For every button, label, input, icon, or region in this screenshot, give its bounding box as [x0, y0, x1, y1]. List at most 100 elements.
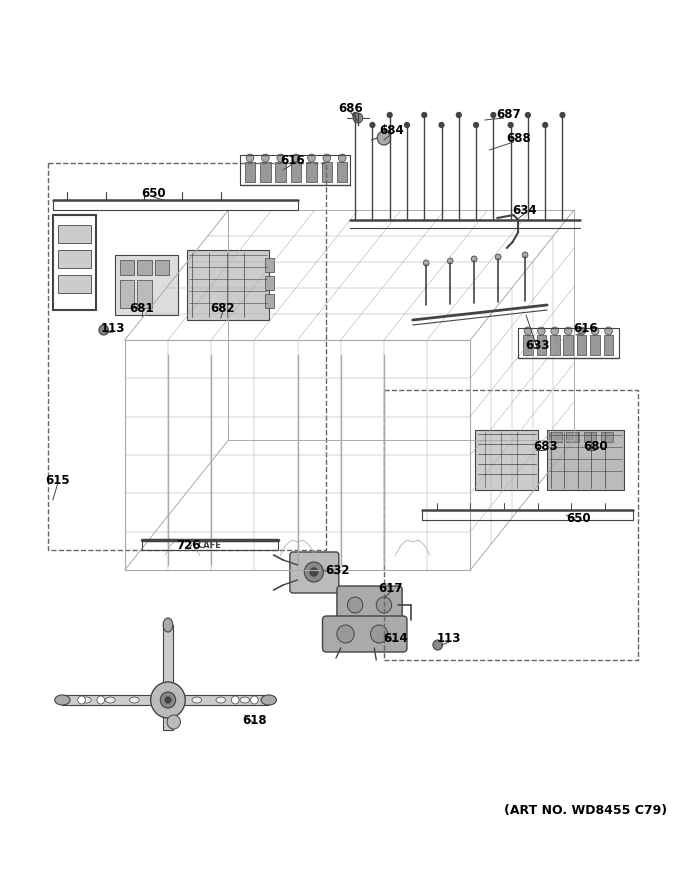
Polygon shape	[564, 335, 573, 355]
Circle shape	[456, 113, 461, 118]
Text: 726: 726	[176, 539, 201, 552]
Circle shape	[151, 682, 185, 718]
Text: 616: 616	[573, 321, 598, 334]
Circle shape	[307, 154, 316, 162]
Circle shape	[353, 113, 363, 123]
Ellipse shape	[192, 697, 201, 703]
Circle shape	[447, 258, 453, 264]
Text: 684: 684	[379, 123, 404, 136]
Text: 687: 687	[496, 107, 521, 121]
Circle shape	[165, 697, 171, 703]
Circle shape	[491, 113, 496, 118]
Text: 688: 688	[506, 131, 530, 144]
Text: 615: 615	[46, 473, 70, 487]
Circle shape	[423, 260, 429, 266]
Text: CAFÉ: CAFÉ	[197, 540, 221, 549]
Text: 680: 680	[583, 439, 607, 452]
Text: 683: 683	[533, 439, 558, 452]
FancyBboxPatch shape	[322, 616, 407, 652]
Polygon shape	[245, 162, 255, 182]
Circle shape	[292, 154, 300, 162]
Text: 650: 650	[566, 511, 591, 524]
Polygon shape	[63, 695, 269, 705]
Circle shape	[524, 327, 532, 335]
Circle shape	[537, 327, 545, 335]
FancyBboxPatch shape	[337, 586, 402, 624]
Ellipse shape	[82, 697, 91, 703]
Text: 633: 633	[525, 339, 549, 351]
Circle shape	[422, 113, 426, 118]
Circle shape	[262, 154, 269, 162]
Text: 618: 618	[242, 714, 267, 727]
Text: 686: 686	[338, 101, 362, 114]
Circle shape	[474, 122, 479, 128]
Polygon shape	[58, 250, 91, 268]
Polygon shape	[265, 276, 273, 290]
Text: 650: 650	[141, 187, 166, 200]
Ellipse shape	[105, 697, 115, 703]
Text: 113: 113	[437, 632, 462, 644]
Polygon shape	[154, 260, 169, 275]
Polygon shape	[291, 162, 301, 182]
Polygon shape	[549, 432, 562, 442]
Text: 616: 616	[280, 153, 305, 166]
Polygon shape	[537, 335, 546, 355]
Text: 113: 113	[101, 321, 125, 334]
Circle shape	[526, 113, 530, 118]
Polygon shape	[187, 250, 269, 320]
Circle shape	[231, 696, 239, 704]
Polygon shape	[265, 294, 273, 308]
Circle shape	[605, 327, 613, 335]
Circle shape	[323, 154, 330, 162]
Circle shape	[433, 640, 443, 650]
Polygon shape	[265, 258, 273, 272]
Circle shape	[388, 113, 392, 118]
Circle shape	[277, 154, 285, 162]
Circle shape	[97, 696, 105, 704]
Polygon shape	[163, 625, 173, 730]
Polygon shape	[137, 260, 152, 275]
Text: 634: 634	[512, 203, 537, 216]
Ellipse shape	[240, 697, 250, 703]
Polygon shape	[547, 430, 624, 490]
Circle shape	[167, 715, 180, 729]
Text: 614: 614	[383, 632, 408, 644]
Polygon shape	[577, 335, 586, 355]
Polygon shape	[120, 280, 135, 308]
Text: 617: 617	[378, 582, 403, 595]
Circle shape	[439, 122, 444, 128]
Circle shape	[250, 696, 258, 704]
Text: (ART NO. WD8455 C79): (ART NO. WD8455 C79)	[504, 803, 667, 817]
Ellipse shape	[163, 618, 173, 632]
Circle shape	[304, 562, 324, 582]
Polygon shape	[601, 432, 613, 442]
Text: 682: 682	[210, 302, 235, 314]
Polygon shape	[475, 430, 537, 490]
Circle shape	[78, 696, 86, 704]
Circle shape	[495, 254, 501, 260]
Circle shape	[551, 327, 559, 335]
Circle shape	[353, 113, 358, 118]
Circle shape	[337, 625, 354, 643]
Polygon shape	[523, 335, 532, 355]
Polygon shape	[322, 162, 332, 182]
Polygon shape	[306, 162, 317, 182]
Circle shape	[522, 252, 528, 258]
Circle shape	[310, 568, 318, 576]
Circle shape	[99, 325, 109, 335]
Polygon shape	[566, 432, 579, 442]
Circle shape	[160, 692, 175, 708]
Polygon shape	[550, 335, 560, 355]
Circle shape	[591, 327, 599, 335]
Ellipse shape	[130, 697, 139, 703]
Text: 681: 681	[130, 302, 154, 314]
Circle shape	[347, 597, 363, 613]
Polygon shape	[604, 335, 613, 355]
Polygon shape	[120, 260, 135, 275]
Circle shape	[371, 625, 388, 643]
Circle shape	[246, 154, 254, 162]
Circle shape	[560, 113, 565, 118]
Circle shape	[376, 597, 392, 613]
Circle shape	[405, 122, 409, 128]
Circle shape	[578, 327, 585, 335]
